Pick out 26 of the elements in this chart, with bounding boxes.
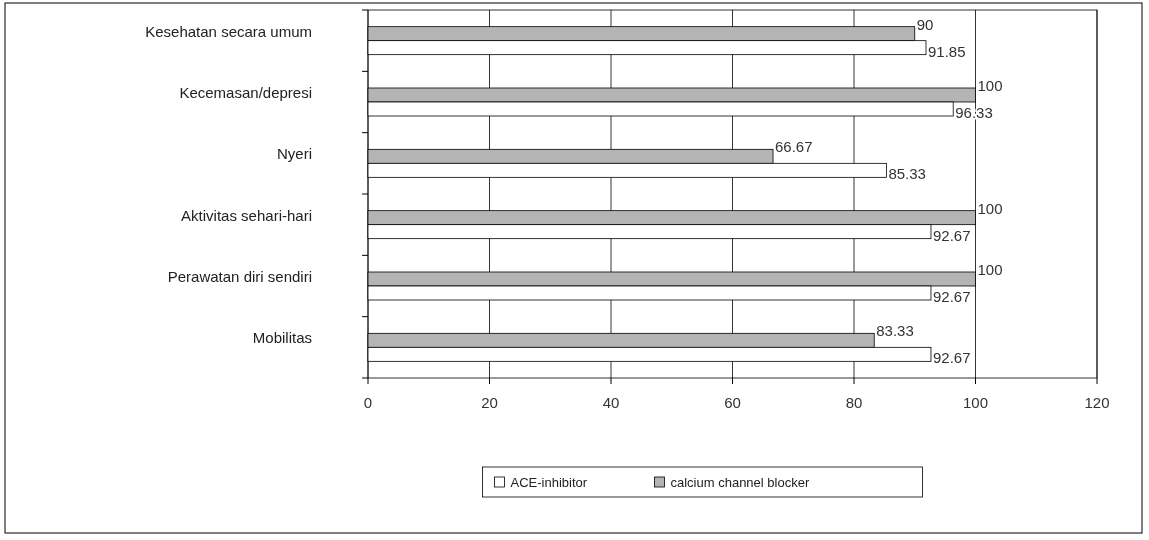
data-label: 100: [977, 261, 1003, 278]
legend-label: ACE-inhibitor: [510, 475, 588, 490]
data-label: 92.67: [932, 349, 971, 367]
x-tick-label: 120: [1084, 394, 1110, 411]
data-label: 90: [916, 15, 934, 33]
x-tick-label: 80: [845, 394, 863, 411]
data-label: 92.67: [932, 226, 971, 244]
data-label: 85.33: [888, 165, 926, 183]
data-label: 91.85: [927, 42, 966, 60]
x-tick-label: 40: [602, 394, 620, 411]
x-tick-label: 20: [481, 394, 498, 411]
x-tick-label: 60: [724, 394, 741, 411]
y-tick-label: Kesehatan secara umum: [145, 22, 312, 40]
data-label: 92.67: [932, 288, 971, 305]
y-tick-label: Nyeri: [276, 145, 312, 163]
data-label: 83.33: [876, 322, 914, 340]
y-tick-label: Mobilitas: [252, 329, 312, 347]
y-tick-label: Kecemasan/depresi: [179, 84, 312, 101]
data-label: 100: [977, 77, 1003, 94]
y-tick-label: Perawatan diri sendiri: [167, 268, 312, 285]
x-tick-label: 100: [962, 394, 989, 411]
data-label: 100: [977, 199, 1003, 217]
y-tick-label: Aktivitas sehari-hari: [181, 206, 312, 224]
data-label: 66.67: [775, 138, 813, 156]
x-tick-label: 0: [363, 394, 373, 411]
legend-label: calcium channel blocker: [670, 475, 810, 490]
